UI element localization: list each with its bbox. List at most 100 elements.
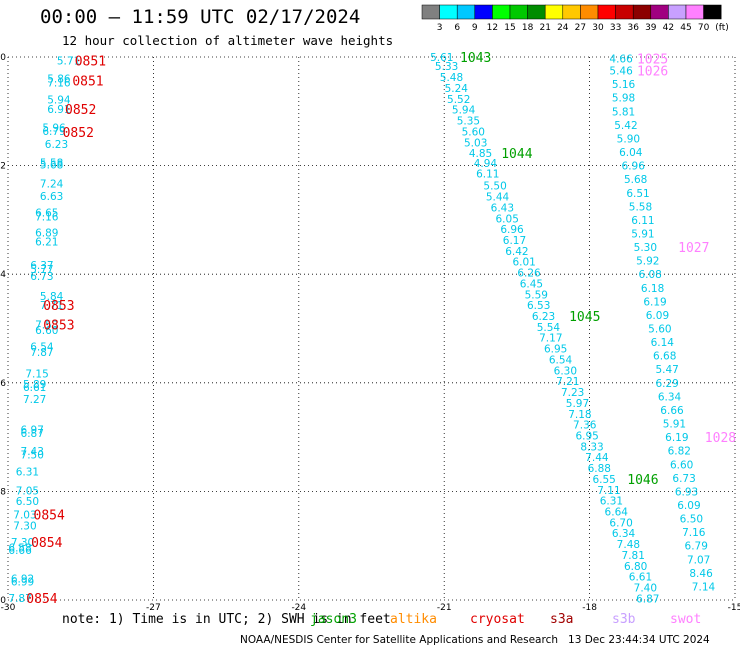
- wave-height-label: 6.73: [672, 473, 695, 485]
- wave-height-label: 7.23: [561, 387, 584, 399]
- wave-height-label: 6.26: [517, 268, 541, 280]
- wave-height-label: 6.61: [23, 382, 46, 394]
- wave-height-label: 6.30: [554, 365, 577, 377]
- wave-height-label: 6.05: [496, 213, 519, 225]
- wave-height-label: 6.37: [30, 260, 53, 272]
- plot-grid: [7, 56, 736, 601]
- wave-height-label: 6.01: [512, 257, 535, 269]
- wave-height-label: 5.94: [452, 105, 476, 117]
- wave-height-label: 7.16: [35, 212, 59, 224]
- colorbar-label: 9: [472, 23, 478, 33]
- wave-height-label: 6.45: [520, 278, 543, 290]
- wave-height-label: 5.46: [609, 66, 633, 78]
- plot-marks: 5.715.867.165.946.915.966.796.235.585.68…: [8, 51, 736, 607]
- wave-height-label: 7.48: [617, 539, 640, 551]
- wave-height-label: 6.17: [503, 235, 526, 247]
- wave-height-label: 7.16: [682, 527, 706, 539]
- wave-height-label: 6.79: [42, 126, 65, 138]
- wave-height-label: 4.66: [609, 54, 633, 66]
- wave-height-label: 7.07: [687, 554, 710, 566]
- legend-item-jason3: jason3: [310, 612, 357, 627]
- colorbar-swatch: [456, 4, 476, 20]
- wave-height-label: 5.90: [617, 133, 640, 145]
- pass-time-label: 1045: [569, 310, 600, 325]
- wave-height-label: 7.18: [568, 409, 591, 421]
- wave-height-label: 5.60: [462, 126, 485, 138]
- wave-height-label: 6.29: [655, 378, 678, 390]
- colorbar-label: 3: [437, 23, 443, 33]
- colorbar-swatch: [474, 4, 493, 20]
- x-tick-label: -18: [582, 603, 597, 613]
- colorbar-label: 27: [575, 23, 586, 33]
- pass-time-label: 0854: [31, 536, 62, 551]
- wave-height-label: 6.60: [670, 459, 693, 471]
- wave-height-label: 6.99: [11, 577, 34, 589]
- wave-height-label: 6.18: [641, 283, 664, 295]
- wave-height-label: 5.97: [566, 398, 589, 410]
- pass-time-label: 1027: [678, 241, 709, 256]
- legend-item-s3a: s3a: [550, 612, 574, 627]
- wave-height-label: 7.03: [13, 510, 36, 522]
- colorbar-swatch: [668, 4, 687, 20]
- colorbar-label: 70: [698, 23, 710, 33]
- wave-height-label: 6.53: [527, 300, 550, 312]
- wave-height-label: 5.03: [464, 137, 487, 149]
- wave-height-label: 6.93: [675, 486, 698, 498]
- colorbar-label: 33: [610, 23, 621, 33]
- wave-height-label: 6.09: [646, 310, 669, 322]
- pass-time-label: 1043: [460, 51, 491, 66]
- colorbar-label: 45: [680, 23, 691, 33]
- wave-height-label: 6.34: [612, 528, 636, 540]
- wave-height-label: 6.66: [8, 545, 32, 557]
- wave-height-label: 6.89: [35, 227, 58, 239]
- wave-height-label: 6.42: [505, 246, 528, 258]
- wave-height-label: 7.53: [35, 320, 58, 332]
- y-tick-label: 16: [0, 379, 6, 389]
- wave-height-label: 6.08: [638, 269, 661, 281]
- colorbar-label: 36: [627, 23, 639, 33]
- wave-height-label: 6.43: [491, 202, 514, 214]
- note-text: note: 1) Time is in UTC; 2) SWH is in fe…: [62, 612, 391, 627]
- axis-ticks: -30 -27 -24 -21 -18 -15 10 12 14 16 18 20: [0, 53, 740, 613]
- wave-height-label: 5.42: [614, 120, 637, 132]
- wave-height-label: 6.87: [636, 593, 659, 605]
- colorbar-swatch: [685, 4, 704, 20]
- wave-height-label: 5.91: [631, 228, 654, 240]
- wave-height-label: 5.81: [612, 106, 635, 118]
- legend-item-altika: altika: [390, 612, 437, 627]
- wave-height-label: 7.05: [16, 485, 39, 497]
- x-tick-label: -27: [146, 603, 161, 613]
- legend-item-swot: swot: [670, 612, 702, 627]
- wave-height-label: 6.63: [40, 191, 63, 203]
- colorbar-swatch: [615, 4, 634, 20]
- pass-time-label: 0854: [34, 509, 65, 524]
- colorbar-label: 39: [645, 23, 657, 33]
- wave-height-label: 7.11: [597, 485, 620, 497]
- wave-height-label: 5.77: [30, 264, 53, 276]
- wave-height-label: 7.43: [21, 446, 44, 458]
- wave-height-label: 7.40: [634, 583, 657, 595]
- colorbar-swatch: [562, 4, 581, 20]
- wave-height-label: 7.71: [40, 300, 63, 312]
- wave-height-label: 5.16: [612, 79, 636, 91]
- wave-height-label: 6.31: [16, 466, 39, 478]
- wave-height-label: 6.19: [643, 296, 666, 308]
- wave-height-label: 5.24: [445, 83, 469, 95]
- wave-height-label: 5.68: [40, 160, 63, 172]
- wave-height-label: 7.44: [585, 452, 609, 464]
- wave-height-label: 6.96: [622, 161, 646, 173]
- x-tick-label: -21: [437, 603, 452, 613]
- wave-height-label: 5.71: [57, 55, 80, 67]
- wave-height-label: 6.60: [35, 325, 58, 337]
- colorbar-label: 12: [487, 23, 498, 33]
- wave-height-label: 5.48: [440, 72, 463, 84]
- colorbar-label: 15: [504, 23, 515, 33]
- wave-height-label: 6.97: [21, 424, 44, 436]
- colorbar-swatch: [597, 4, 616, 20]
- wave-height-label: 6.88: [588, 463, 611, 475]
- wave-height-label: 6.51: [626, 188, 649, 200]
- wave-height-label: 5.33: [435, 61, 458, 73]
- wave-height-label: 6.87: [21, 428, 44, 440]
- wave-height-label: 6.64: [605, 506, 629, 518]
